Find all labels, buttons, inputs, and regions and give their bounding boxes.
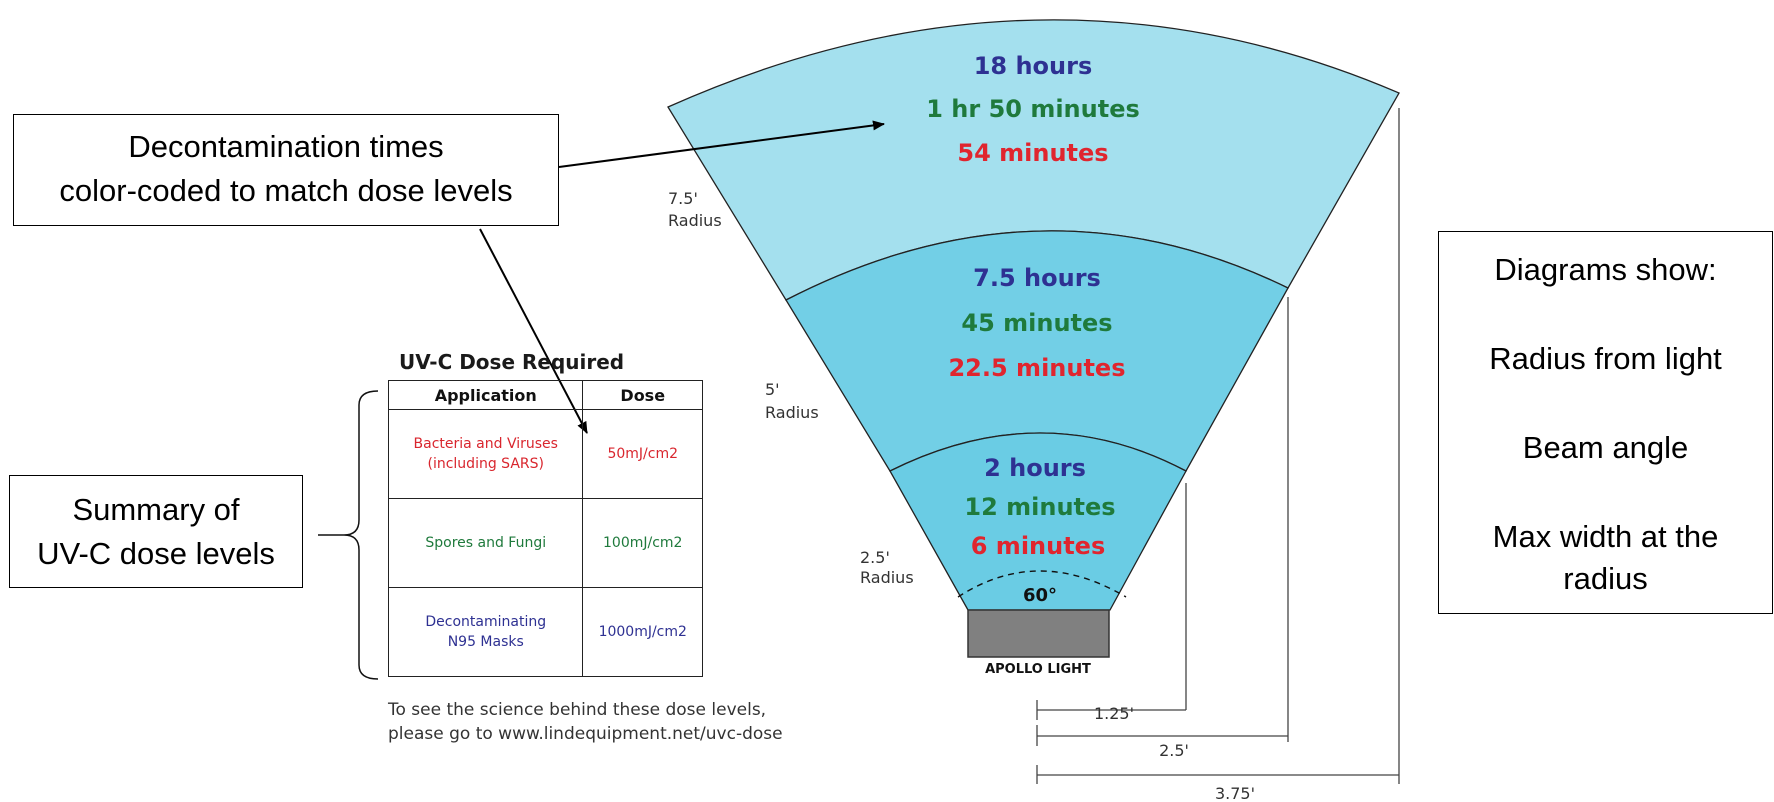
- outer-time-masks: 18 hours: [974, 52, 1093, 80]
- dose-table-header-dose: Dose: [582, 380, 703, 410]
- summary-callout: Summary of UV-C dose levels: [9, 475, 303, 588]
- table-row: Spores and Fungi 100mJ/cm2: [387, 498, 703, 588]
- application-bacteria-line-1: Bacteria and Viruses: [413, 436, 558, 452]
- outer-time-spores: 1 hr 50 minutes: [926, 95, 1140, 123]
- summary-callout-line-1: Summary of: [72, 492, 240, 527]
- diagrams-show-max-width-cont: radius: [1563, 561, 1648, 596]
- inner-radius-value: 2.5': [860, 548, 890, 567]
- inner-radius-word: Radius: [860, 568, 914, 587]
- footnote-line-2: please go to www.lindequipment.net/uvc-d…: [388, 724, 783, 744]
- table-row: Bacteria and Viruses (including SARS) 50…: [387, 409, 703, 499]
- application-bacteria-line-2: (including SARS): [427, 456, 544, 472]
- inner-time-spores: 12 minutes: [964, 493, 1115, 521]
- decontamination-callout: Decontamination times color-coded to mat…: [13, 114, 559, 226]
- middle-radius-word: Radius: [765, 403, 819, 422]
- middle-radius-value: 5': [765, 380, 780, 399]
- middle-time-bacteria: 22.5 minutes: [948, 354, 1125, 382]
- width-label-inner: 1.25': [1094, 704, 1134, 723]
- apollo-light: [967, 609, 1110, 658]
- diagrams-show-beam-angle: Beam angle: [1522, 430, 1689, 465]
- dose-cell-masks: 1000mJ/cm2: [582, 587, 703, 677]
- decontamination-callout-line-2: color-coded to match dose levels: [59, 173, 513, 208]
- summary-brace: [343, 390, 379, 680]
- arrow-to-times: [558, 120, 885, 168]
- dose-table: Application Dose Bacteria and Viruses (i…: [387, 380, 703, 677]
- diagrams-show-callout: Diagrams show: Radius from light Beam an…: [1438, 231, 1773, 614]
- outer-time-bacteria: 54 minutes: [957, 139, 1108, 167]
- decontamination-callout-line-1: Decontamination times: [128, 129, 444, 164]
- middle-time-masks: 7.5 hours: [973, 264, 1101, 292]
- band-inner: [889, 432, 1187, 611]
- table-row: Decontaminating N95 Masks 1000mJ/cm2: [387, 587, 703, 677]
- dose-table-title: UV-C Dose Required: [399, 350, 625, 374]
- outer-radius-value: 7.5': [668, 189, 698, 208]
- application-cell: Decontaminating N95 Masks: [387, 587, 584, 677]
- width-label-middle: 2.5': [1159, 741, 1189, 760]
- dose-cell-spores: 100mJ/cm2: [582, 498, 703, 588]
- application-cell: Bacteria and Viruses (including SARS): [387, 409, 584, 499]
- inner-time-bacteria: 6 minutes: [971, 532, 1106, 560]
- width-label-outer: 3.75': [1215, 784, 1255, 802]
- diagrams-show-heading: Diagrams show:: [1494, 252, 1717, 287]
- diagrams-show-radius: Radius from light: [1489, 341, 1722, 376]
- inner-time-masks: 2 hours: [984, 454, 1086, 482]
- dose-cell-bacteria: 50mJ/cm2: [582, 409, 703, 499]
- diagrams-show-max-width: Max width at the: [1492, 519, 1719, 554]
- footnote: To see the science behind these dose lev…: [388, 698, 783, 746]
- middle-time-spores: 45 minutes: [961, 309, 1112, 337]
- application-spores: Spores and Fungi: [425, 535, 547, 551]
- footnote-line-1: To see the science behind these dose lev…: [388, 700, 767, 720]
- application-masks-line-1: Decontaminating: [425, 614, 547, 630]
- dose-table-header-application: Application: [387, 380, 584, 410]
- apollo-light-label: APOLLO LIGHT: [985, 662, 1091, 677]
- application-cell: Spores and Fungi: [387, 498, 584, 588]
- application-masks-line-2: N95 Masks: [447, 634, 524, 650]
- summary-callout-line-2: UV-C dose levels: [37, 536, 275, 571]
- beam-angle-arc: [957, 570, 1127, 598]
- outer-radius-word: Radius: [668, 211, 722, 230]
- beam-angle-label: 60°: [1023, 585, 1057, 606]
- width-dimensions: [1036, 108, 1400, 784]
